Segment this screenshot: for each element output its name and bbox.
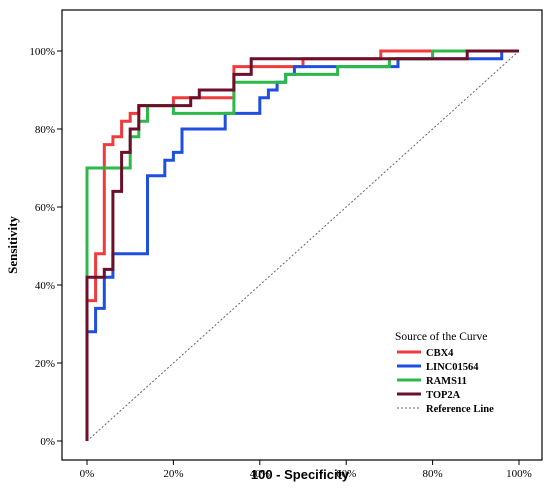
plot-frame [61,9,543,461]
series-line-top2a [85,49,519,441]
legend-label-linc01564: LINC01564 [426,362,479,373]
y-axis: 0% 20% 40% 60% 80% 100% [29,46,62,448]
x-tick-label: 80% [423,468,443,480]
series-line-rams11 [85,49,519,441]
y-axis-title: Sensitivity [5,216,20,274]
y-tick-label: 0% [40,436,55,448]
legend-label-top2a: TOP2A [426,390,461,401]
x-tick-label: 20% [163,468,183,480]
legend-label-cbx4: CBX4 [426,348,454,359]
series-line-cbx4 [85,49,519,441]
legend: Source of the Curve CBX4 LINC01564 RAMS11 T… [395,331,494,415]
legend-label-reference-line: Reference Line [426,404,494,415]
legend-items: CBX4 LINC01564 RAMS11 TOP2A Reference Line [397,348,494,415]
x-tick-label: 60% [336,468,356,480]
x-axis-title: 100 - Specificity [251,467,350,482]
y-tick-label: 100% [29,46,55,58]
x-tick-label: 100% [506,468,532,480]
y-tick-label: 40% [35,280,55,292]
series-line-linc01564 [85,49,519,441]
x-tick-label: 40% [250,468,270,480]
y-tick-label: 60% [35,202,55,214]
y-tick-label: 20% [35,358,55,370]
y-tick-label: 80% [35,124,55,136]
legend-title: Source of the Curve [395,331,487,343]
x-axis: 0% 20% 40% 60% 80% 100% [80,460,532,480]
legend-label-rams11: RAMS11 [426,376,467,387]
x-tick-label: 0% [80,468,95,480]
roc-series-group [85,49,519,441]
reference-line [86,50,520,442]
